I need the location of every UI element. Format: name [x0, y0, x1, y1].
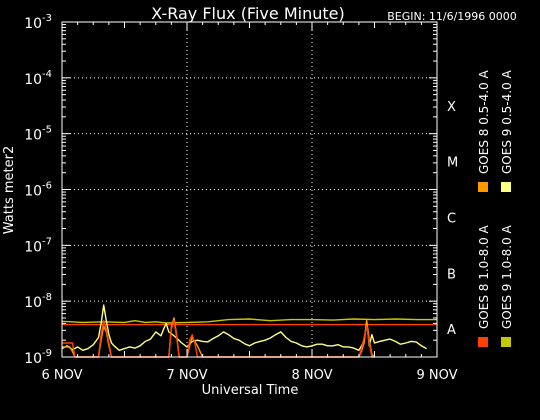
y-tick-label-base: 10: [24, 295, 42, 311]
legend-label: GOES 9 0.5-4.0 A: [500, 69, 514, 174]
flare-class-label: A: [447, 323, 456, 338]
y-tick-label-base: 10: [24, 72, 42, 88]
y-tick-label: 10-9: [24, 348, 52, 367]
legend-label: GOES 9 1.0-8.0 A: [500, 224, 514, 329]
begin-date-label: BEGIN: 11/6/1996 0000: [387, 10, 517, 23]
y-tick-label-base: 10: [24, 16, 42, 32]
legend-swatch: [501, 182, 511, 192]
y-tick-label-exponent: -4: [42, 69, 52, 80]
y-tick-label: 10-6: [24, 181, 52, 200]
y-axis-label: Watts meter2: [2, 146, 17, 234]
legend-swatch: [501, 337, 511, 347]
y-tick-label-exponent: -6: [42, 181, 52, 192]
y-tick-label: 10-7: [24, 236, 52, 255]
y-tick-label-base: 10: [24, 128, 42, 144]
x-tick-label: 9 NOV: [416, 368, 457, 383]
y-tick-label-exponent: -3: [42, 13, 52, 24]
y-tick-label-exponent: -7: [42, 236, 52, 247]
x-tick-label: 7 NOV: [166, 368, 207, 383]
y-tick-label-exponent: -9: [42, 348, 52, 359]
flare-class-label: X: [447, 100, 456, 115]
legend-label: GOES 8 0.5-4.0 A: [477, 69, 491, 174]
x-tick-label: 8 NOV: [291, 368, 332, 383]
x-axis-label: Universal Time: [202, 383, 299, 398]
y-tick-label: 10-3: [24, 13, 52, 32]
legend: GOES 8 1.0-8.0 A GOES 9 1.0-8.0 A GOES 8 0…: [477, 69, 514, 347]
legend-swatch: [478, 337, 488, 347]
axes: 10-910-810-710-610-510-410-36 NOV 7 NOV 8 …: [24, 13, 458, 383]
y-tick-label-base: 10: [24, 184, 42, 200]
grid-lines: [62, 22, 437, 357]
flare-class-label: M: [447, 156, 458, 171]
legend-label: GOES 8 1.0-8.0 A: [477, 224, 491, 329]
y-tick-label-base: 10: [24, 239, 42, 255]
flare-class-label: B: [447, 267, 456, 282]
y-tick-label-exponent: -5: [42, 125, 52, 136]
y-tick-label: 10-4: [24, 69, 52, 88]
series-line: [61, 318, 437, 324]
y-tick-label: 10-5: [24, 125, 52, 144]
y-tick-label-exponent: -8: [42, 292, 52, 303]
y-tick-label-base: 10: [24, 351, 42, 367]
series-line: [62, 320, 375, 358]
x-tick-label: 6 NOV: [41, 368, 82, 383]
flare-class-label: C: [447, 211, 456, 226]
chart-title: X-Ray Flux (Five Minute): [151, 4, 344, 23]
legend-swatch: [478, 182, 488, 192]
y-tick-label: 10-8: [24, 292, 52, 311]
